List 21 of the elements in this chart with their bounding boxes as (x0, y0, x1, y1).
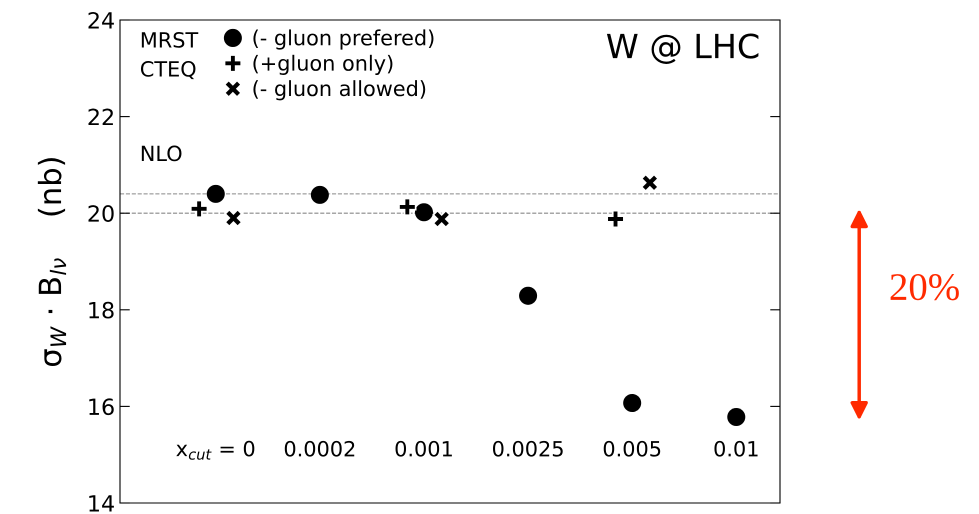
legend-label: (+gluon only) (253, 54, 392, 75)
text: 20% (890, 274, 959, 300)
x-tick-label: 0.0025 (493, 440, 563, 457)
x-tick-label: 0.001 (396, 440, 452, 457)
text: σ$_{W}$ · B$_{lν}$ (nb) (38, 158, 66, 366)
y-tick-label: 14 (89, 495, 114, 512)
x-tick-label: 0.0002 (284, 440, 354, 457)
annotation: MRST (142, 32, 198, 48)
annotation: CTEQ (140, 61, 196, 80)
y-tick-label: 16 (89, 398, 114, 416)
y-tick-label: 20 (88, 205, 114, 222)
y-tick-label: 22 (88, 108, 113, 126)
annotation: W @ LHC (606, 33, 758, 64)
annotation: NLO (142, 146, 182, 162)
x-tick-label: x$_{cut}$ = 0 (176, 440, 254, 460)
y-tick-label: 18 (89, 302, 114, 319)
x-tick-label: 0.01 (714, 440, 758, 457)
x-tick-label: 0.005 (604, 440, 660, 457)
legend-label: (- gluon prefered) (253, 29, 434, 50)
legend-label: (- gluon allowed) (253, 80, 426, 100)
y-tick-label: 24 (88, 12, 114, 28)
